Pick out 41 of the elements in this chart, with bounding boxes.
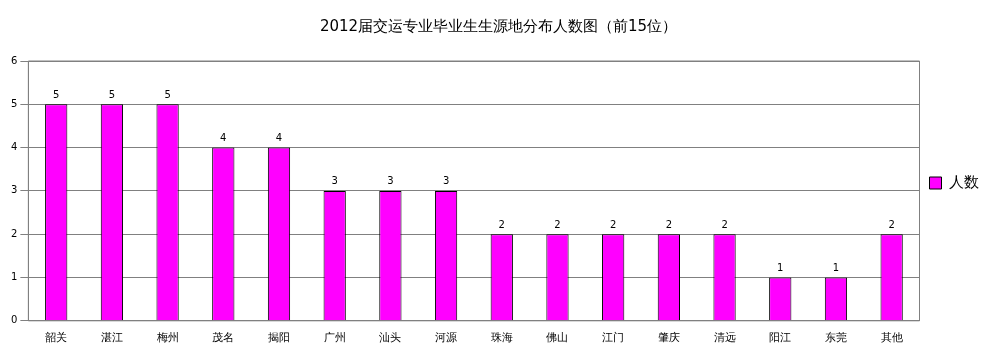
y-tick-label: 4 (10, 141, 18, 153)
data-label: 3 (387, 175, 394, 187)
data-label: 2 (888, 218, 895, 230)
data-label: 2 (665, 218, 673, 230)
y-tick-label: 6 (10, 54, 18, 66)
data-label: 2 (721, 218, 728, 230)
x-tick-label: 广州 (323, 331, 346, 345)
data-label: 5 (53, 88, 60, 100)
x-tick-label: 茂名 (212, 331, 235, 345)
legend-label: 人数 (949, 172, 979, 191)
x-tick-label: 珠海 (490, 331, 513, 345)
x-tick-label: 揭阳 (267, 331, 290, 345)
y-tick-label: 3 (10, 184, 18, 196)
x-tick-label: 梅州 (155, 331, 179, 345)
data-label: 1 (832, 262, 840, 274)
x-tick-label: 汕头 (379, 331, 402, 345)
data-label: 2 (498, 218, 505, 230)
x-tick-label: 佛山 (546, 331, 569, 345)
data-label: 3 (331, 175, 338, 187)
y-tick-label: 2 (10, 227, 18, 239)
data-label: 2 (554, 218, 561, 230)
data-label: 5 (108, 88, 116, 100)
x-tick-label: 韶关 (45, 331, 68, 345)
x-tick-label: 湛江 (100, 331, 123, 345)
x-tick-label: 东莞 (824, 331, 847, 345)
y-tick-label: 1 (10, 271, 18, 283)
chart-title: 2012届交运专业毕业生生源地分布人数图（前15位） (319, 16, 678, 35)
y-tick-label: 5 (10, 97, 18, 109)
x-tick-label: 其他 (880, 331, 903, 345)
x-tick-label: 清远 (713, 331, 736, 345)
x-tick-label: 阳江 (769, 331, 792, 345)
y-tick-label: 0 (10, 314, 18, 326)
x-tick-label: 河源 (435, 331, 458, 345)
data-label: 4 (275, 132, 283, 144)
x-tick-label: 江门 (602, 331, 625, 345)
data-label: 1 (777, 262, 784, 274)
data-label: 4 (220, 132, 227, 144)
data-label: 5 (164, 88, 171, 100)
data-label: 2 (609, 218, 617, 230)
x-tick-label: 肇庆 (657, 331, 680, 345)
data-label: 3 (442, 175, 450, 187)
